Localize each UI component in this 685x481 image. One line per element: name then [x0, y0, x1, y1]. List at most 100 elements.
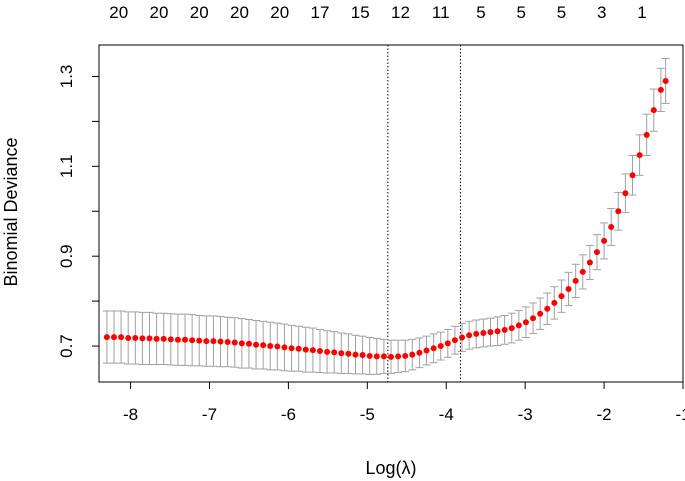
data-point	[565, 285, 572, 292]
data-point	[608, 223, 615, 230]
data-point	[572, 277, 579, 284]
data-point	[451, 337, 458, 344]
data-point	[402, 352, 409, 359]
data-point	[586, 259, 593, 266]
top-axis-label: 5	[557, 3, 566, 22]
data-point	[593, 249, 600, 256]
data-point	[110, 334, 117, 341]
data-point	[366, 352, 373, 359]
data-point	[281, 344, 288, 351]
data-point	[331, 349, 338, 356]
error-bars	[102, 57, 670, 375]
top-axis-label: 20	[190, 3, 209, 22]
data-point	[359, 352, 366, 359]
reference-lines	[387, 45, 461, 382]
data-point	[146, 335, 153, 342]
top-axis-label: 5	[476, 3, 485, 22]
top-axis-label: 11	[432, 3, 450, 22]
top-axis-label: 17	[311, 3, 330, 22]
data-point	[316, 347, 323, 354]
x-tick-label: -1	[675, 405, 685, 424]
data-point	[662, 77, 669, 84]
data-point	[274, 343, 281, 350]
data-point	[409, 351, 416, 358]
data-point	[487, 329, 494, 336]
data-point	[139, 335, 146, 342]
data-point	[253, 341, 260, 348]
y-axis-title: Binomial Deviance	[1, 137, 21, 286]
x-tick-label: -6	[281, 405, 296, 424]
data-point	[352, 351, 359, 358]
data-point	[437, 343, 444, 350]
top-axis-label: 20	[109, 3, 128, 22]
x-tick-label: -4	[439, 405, 454, 424]
data-point	[544, 305, 551, 312]
data-point	[622, 190, 629, 197]
top-axis-label: 1	[637, 3, 646, 22]
data-point	[515, 322, 522, 329]
data-point	[324, 348, 331, 355]
x-tick-label: -3	[518, 405, 533, 424]
data-point	[245, 340, 252, 347]
data-point	[380, 353, 387, 360]
data-point	[388, 353, 394, 360]
data-point	[466, 332, 473, 339]
x-tick-label: -5	[360, 405, 375, 424]
y-tick-label: 0.9	[57, 244, 76, 268]
data-point	[636, 152, 643, 159]
data-point	[494, 328, 501, 335]
data-points	[103, 77, 669, 360]
top-axis-label: 20	[270, 3, 289, 22]
data-point	[203, 338, 210, 345]
data-point	[643, 131, 650, 138]
data-point	[125, 334, 132, 341]
data-point	[103, 334, 110, 341]
data-point	[345, 350, 352, 357]
data-point	[522, 319, 529, 326]
data-point	[174, 336, 181, 343]
x-axis: -8 -7 -6 -5 -4 -3 -2 -1	[123, 381, 685, 424]
y-axis: 0.7 0.9 1.1 1.3	[57, 65, 100, 358]
top-axis-label: 15	[351, 3, 370, 22]
data-point	[473, 330, 480, 337]
data-point	[288, 345, 295, 352]
top-axis-labels: 20 20 20 20 20 17 15 12 11 5 5 5 3 1	[109, 3, 646, 22]
data-point	[395, 353, 402, 360]
top-axis-label: 20	[230, 3, 249, 22]
data-point	[309, 347, 316, 354]
data-point	[508, 325, 515, 332]
x-tick-label: -7	[202, 405, 217, 424]
data-point	[260, 342, 267, 349]
top-axis-label: 20	[150, 3, 169, 22]
data-point	[338, 350, 345, 357]
data-point	[601, 237, 608, 244]
data-point	[501, 326, 508, 333]
data-point	[210, 338, 217, 345]
data-point	[657, 86, 664, 93]
data-point	[430, 345, 437, 352]
data-point	[629, 172, 636, 179]
data-point	[295, 345, 302, 352]
top-axis-label: 5	[516, 3, 525, 22]
data-point	[118, 334, 125, 341]
x-tick-label: -8	[123, 405, 138, 424]
plot-frame	[98, 44, 684, 383]
data-point	[302, 346, 309, 353]
x-tick-label: -2	[597, 405, 612, 424]
data-point	[579, 268, 586, 275]
data-point	[480, 330, 487, 337]
data-point	[189, 337, 196, 344]
y-tick-label: 1.3	[57, 65, 76, 89]
data-point	[196, 337, 203, 344]
data-point	[551, 299, 558, 306]
data-point	[558, 293, 565, 300]
data-point	[132, 334, 139, 341]
data-point	[615, 208, 622, 215]
data-point	[530, 315, 537, 322]
data-point	[267, 343, 274, 350]
data-point	[224, 339, 231, 346]
y-tick-label: 1.1	[57, 154, 76, 178]
data-point	[160, 335, 167, 342]
data-point	[537, 310, 544, 317]
